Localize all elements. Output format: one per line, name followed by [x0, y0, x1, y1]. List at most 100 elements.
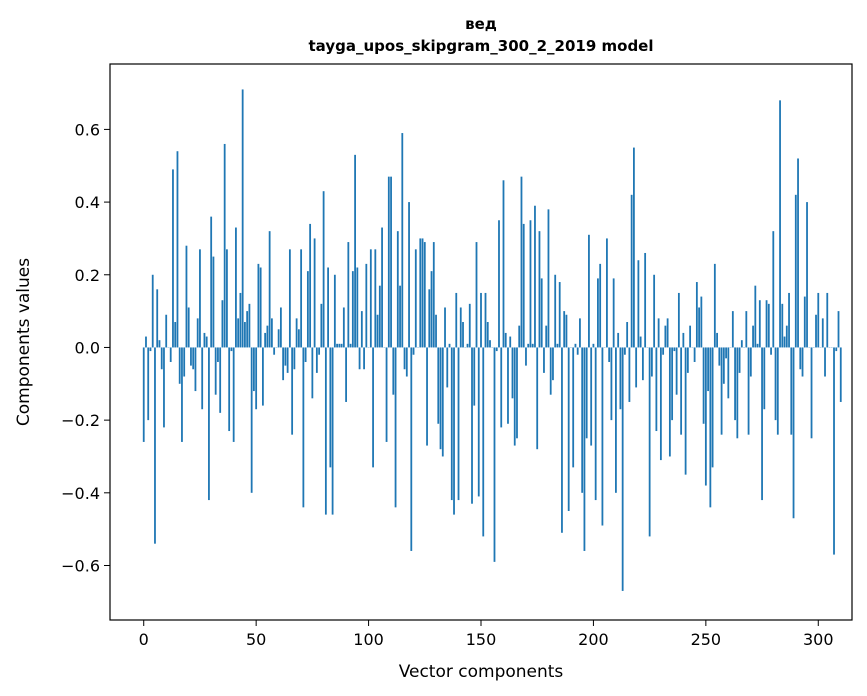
bar [615, 347, 617, 493]
bar [291, 347, 294, 435]
bar [516, 347, 518, 439]
bar [259, 267, 262, 348]
bar [342, 307, 345, 348]
bar [288, 249, 291, 348]
bar [612, 278, 615, 348]
bar [390, 176, 392, 348]
bar [421, 238, 424, 348]
bar [770, 347, 772, 355]
y-tick-label: 0.6 [75, 120, 100, 139]
bar [624, 347, 626, 355]
bar [468, 303, 471, 348]
y-tick-label: −0.6 [61, 556, 100, 575]
bar [839, 347, 842, 402]
bar [610, 347, 613, 421]
bar [626, 322, 629, 348]
bar [675, 347, 678, 395]
bar [374, 249, 377, 348]
bar [284, 347, 287, 366]
bar [554, 274, 557, 348]
bar [738, 347, 741, 373]
bar [606, 238, 608, 348]
bar [297, 329, 300, 348]
bar [637, 260, 640, 348]
bar [522, 223, 525, 348]
bar [399, 285, 401, 348]
bar [217, 347, 219, 362]
bar [833, 347, 835, 555]
bar [668, 347, 671, 457]
bar [163, 347, 165, 428]
bar [576, 347, 579, 355]
y-tick-label: 0.4 [75, 193, 100, 212]
bar [268, 231, 271, 348]
bar [221, 300, 224, 348]
bar [509, 336, 512, 348]
bar [538, 231, 541, 348]
bar [653, 274, 656, 348]
bar [423, 242, 426, 348]
bar [734, 347, 736, 421]
bar [824, 347, 826, 377]
bar [702, 347, 705, 424]
bar [779, 100, 781, 348]
bar [806, 202, 808, 348]
bar [156, 289, 159, 348]
bar [473, 347, 476, 406]
bar [785, 325, 788, 348]
bar [500, 347, 503, 428]
bar [835, 347, 838, 352]
bar [794, 194, 797, 348]
bar [583, 347, 586, 551]
bar [149, 347, 152, 352]
bar [594, 347, 597, 501]
bar [354, 154, 356, 348]
bar [590, 347, 593, 446]
bar [774, 347, 777, 421]
bar [199, 249, 201, 348]
bar [673, 347, 676, 352]
bar [154, 347, 156, 544]
bar [282, 347, 285, 381]
bar [151, 274, 154, 348]
bar [270, 318, 273, 348]
bar [495, 347, 498, 352]
bar [693, 347, 696, 362]
bar [392, 347, 395, 395]
bar [655, 347, 658, 432]
bar [740, 340, 743, 348]
bar [394, 347, 397, 508]
chart-title: вед [465, 15, 497, 33]
bar [194, 347, 197, 392]
bar [160, 347, 163, 370]
bar [677, 292, 680, 348]
bar [226, 249, 228, 348]
bar [250, 347, 253, 493]
bar [507, 347, 509, 424]
bar [432, 242, 435, 348]
bar [401, 133, 404, 348]
bar [792, 347, 795, 519]
bar [826, 292, 829, 348]
bar [547, 209, 550, 348]
bar [686, 347, 689, 373]
bar [489, 340, 491, 348]
bar [659, 347, 662, 461]
bar [765, 300, 768, 348]
bar [477, 347, 480, 497]
bar [790, 347, 793, 435]
bar [682, 332, 685, 348]
bar [592, 343, 595, 348]
bar [295, 318, 298, 348]
bar [187, 307, 190, 348]
bar [158, 340, 161, 348]
bar [439, 347, 442, 450]
bar [340, 343, 343, 348]
bar [572, 347, 575, 468]
bar [736, 347, 739, 439]
x-tick-label: 100 [353, 630, 384, 649]
bar [619, 347, 622, 410]
bar [293, 347, 296, 370]
bar [372, 347, 374, 468]
